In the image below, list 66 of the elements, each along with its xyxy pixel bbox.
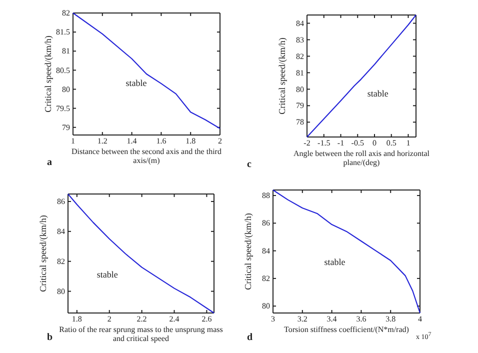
y-tick-label: 81.5 <box>56 28 70 37</box>
y-tick-label: 81 <box>296 68 304 78</box>
y-tick-label: 82 <box>62 8 70 18</box>
x-tick-label: -0.5 <box>351 138 364 148</box>
annotation: stable <box>367 88 388 99</box>
x-tick-label: 3.4 <box>326 314 337 324</box>
y-tick-label: 88 <box>262 191 270 200</box>
text: a <box>47 157 52 168</box>
x-tick-label: 1.6 <box>156 136 166 146</box>
x-tick-label: 1.2 <box>97 136 108 146</box>
x-axis-title: Ratio of the rear sprung mass to the unsprung mass and critical speed <box>59 325 223 343</box>
y-tick-label: 84 <box>262 246 270 256</box>
x-axis-title: Distance between the second axis and the third axis/(m) <box>72 147 222 165</box>
x-axis-title: Angle between the roll axis and horizontal plane/(deg) <box>294 149 430 167</box>
line-series <box>272 189 421 314</box>
annotation: stable <box>324 257 346 268</box>
y-axis-title: Critical speed/(km/h) <box>43 36 53 112</box>
line-series <box>306 14 417 138</box>
y-tick-label: 80 <box>62 84 70 94</box>
y-tick-label: 86 <box>57 197 65 206</box>
text: b <box>47 332 53 343</box>
y-tick-label: 81 <box>62 46 70 56</box>
x-axis-title: Torsion stiffness coefficient/(N*m/rad) <box>284 325 410 334</box>
y-tick-label: 79 <box>62 122 70 132</box>
annotation: stable <box>96 269 118 280</box>
x-tick-label: -1 <box>337 138 344 148</box>
x-tick-label: 1 <box>406 138 410 148</box>
y-axis-title: Critical speed/(km/h) <box>277 38 287 114</box>
text: d <box>247 332 253 343</box>
y-axis-title: Critical speed/(km/h) <box>243 213 253 290</box>
y-tick-label: 84 <box>57 226 65 236</box>
x-tick-label: 1 <box>71 136 75 146</box>
x-tick-label: -1.5 <box>318 138 330 148</box>
x-tick-label: 1.4 <box>126 136 137 146</box>
x-tick-label: 1.8 <box>186 136 196 146</box>
x-tick-label: 4 <box>418 314 422 324</box>
y-tick-label: 86 <box>262 218 270 228</box>
annotation: stable <box>126 78 147 88</box>
y-tick-label: 80 <box>296 84 304 94</box>
y-axis-title: Critical speed/(km/h) <box>38 215 48 292</box>
x-tick-label: 0.5 <box>386 138 396 148</box>
x-tick-label: -2 <box>304 138 310 148</box>
x-tick-label: 3 <box>271 314 275 324</box>
y-tick-label: 84 <box>296 18 304 28</box>
text: c <box>247 159 252 170</box>
x-tick-label: 2.6 <box>202 314 212 324</box>
x-tick-label: 2.4 <box>169 314 180 324</box>
x-tick-label: 2 <box>218 136 222 146</box>
x-tick-label: 2 <box>107 314 112 324</box>
y-tick-label: 83 <box>296 35 304 44</box>
y-tick-label: 80 <box>57 286 65 296</box>
x-tick-label: 3.2 <box>297 314 308 324</box>
y-tick-label: 78 <box>296 118 304 127</box>
x-tick-label: 1.8 <box>72 314 82 324</box>
y-tick-label: 82 <box>57 256 65 266</box>
y-tick-label: 79 <box>296 101 304 110</box>
y-tick-label: 82 <box>262 274 270 284</box>
x-tick-label: 3.8 <box>386 314 396 324</box>
x-tick-label: 3.6 <box>356 314 366 324</box>
x-tick-label: 0 <box>372 138 376 148</box>
y-tick-label: 82 <box>296 52 304 61</box>
line-series <box>67 193 215 314</box>
x-tick-label: 2.2 <box>136 314 147 324</box>
y-tick-label: 79.5 <box>56 104 70 113</box>
y-tick-label: 80 <box>262 302 270 311</box>
y-tick-label: 80.5 <box>56 66 70 75</box>
